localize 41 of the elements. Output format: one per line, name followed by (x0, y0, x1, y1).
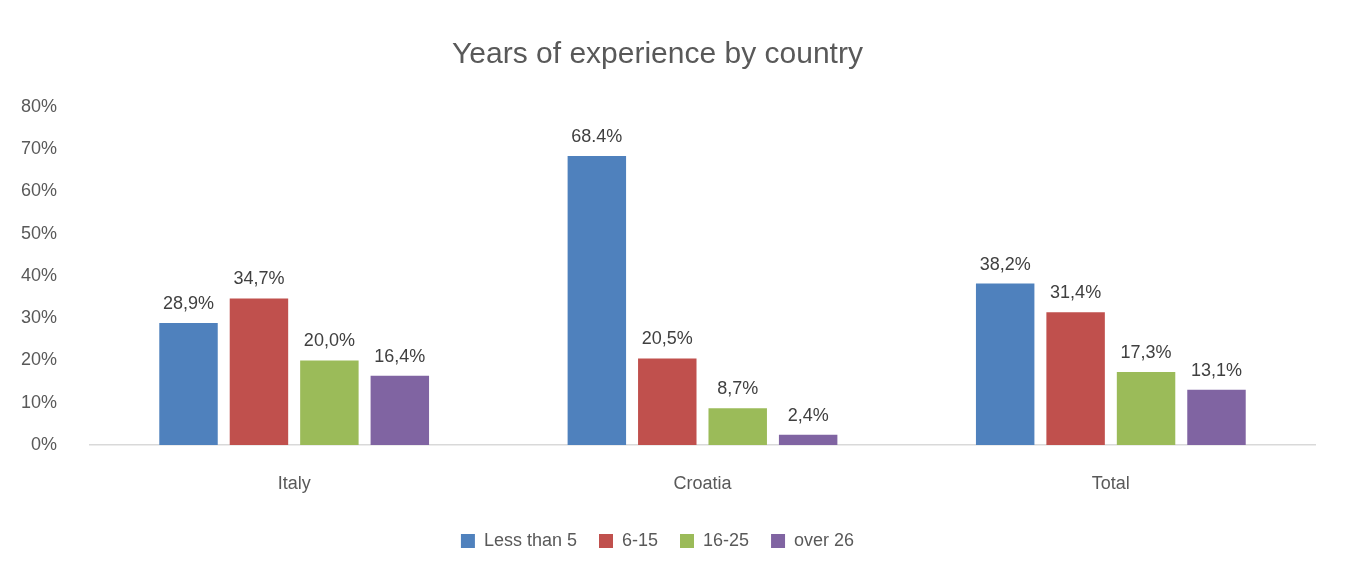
data-label: 13,1% (1190, 359, 1243, 380)
bar (159, 322, 218, 445)
y-tick-label: 50% (20, 222, 57, 243)
y-tick-label: 10% (20, 391, 57, 412)
bar (370, 375, 430, 445)
y-tick-label: 60% (20, 180, 57, 201)
data-label: 20,0% (303, 330, 355, 351)
data-label: 20,5% (641, 328, 693, 349)
bar (1116, 371, 1176, 445)
data-label: 8,7% (717, 378, 759, 399)
data-label: 34,7% (233, 268, 285, 289)
bar (567, 156, 627, 445)
legend-label: Less than 5 (483, 529, 577, 550)
x-tick-label: Italy (277, 472, 311, 493)
y-tick-label: 20% (20, 349, 57, 370)
bar (1046, 312, 1105, 445)
legend-label: 6-15 (621, 529, 659, 550)
x-tick-label: Total (1091, 472, 1130, 493)
bar (975, 283, 1035, 445)
data-label: 17,3% (1120, 341, 1172, 362)
legend-label: over 26 (794, 529, 855, 550)
bar (638, 358, 697, 445)
y-tick-label: 30% (20, 307, 57, 328)
bar (708, 408, 767, 445)
bar (300, 360, 359, 445)
chart-title: Years of experience by country (452, 36, 863, 70)
y-tick-label: 70% (20, 138, 57, 159)
y-tick-label: 40% (20, 264, 57, 285)
data-label: 2,4% (787, 404, 829, 425)
y-tick-label: 0% (30, 433, 57, 454)
data-label: 38,2% (979, 253, 1031, 274)
data-label: 28,9% (162, 292, 215, 313)
data-label: 16,4% (374, 345, 426, 366)
x-tick-label: Croatia (673, 472, 733, 493)
legend-label: 16-25 (703, 529, 750, 550)
y-tick-label: 80% (20, 95, 57, 116)
bar (1187, 389, 1246, 445)
bar (229, 298, 289, 445)
data-label: 31,4% (1050, 282, 1102, 303)
bar (778, 434, 838, 445)
data-label: 68.4% (571, 125, 623, 146)
